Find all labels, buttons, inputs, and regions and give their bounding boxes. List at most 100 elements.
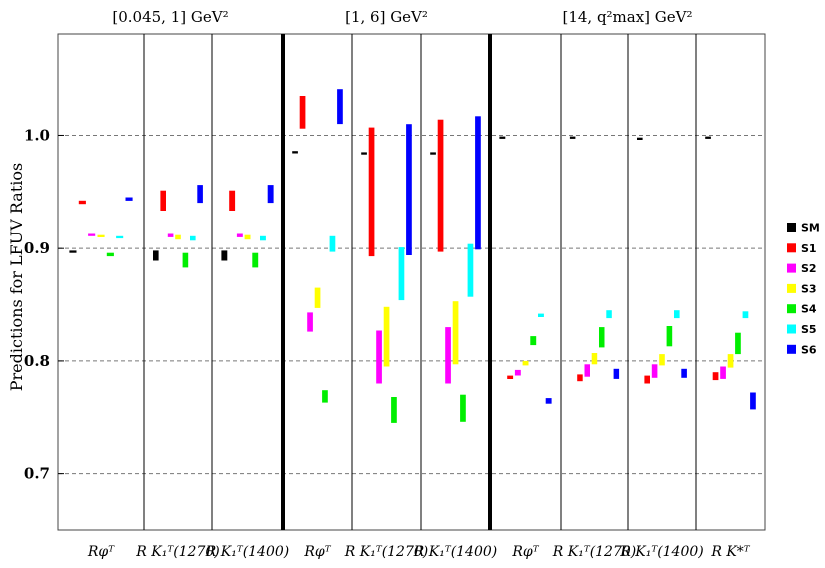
bar-s3 [97, 234, 105, 237]
bar-s5 [606, 310, 612, 319]
bar-s3 [383, 306, 390, 367]
bar-s3 [314, 287, 321, 308]
bar-s5 [116, 235, 124, 239]
y-tick-label: 0.9 [24, 239, 50, 257]
bar-sm [153, 250, 159, 261]
legend-swatch-s3 [787, 283, 796, 293]
bar-s6 [750, 392, 756, 410]
legend-label: S5 [801, 323, 817, 336]
bar-s1 [78, 200, 86, 205]
region-title: [1, 6] GeV² [345, 8, 428, 26]
bar-s5 [190, 235, 196, 241]
y-axis-label: Predictions for LFUV Ratios [7, 163, 26, 391]
bar-s5 [329, 235, 336, 252]
bar-sm [292, 151, 298, 154]
bar-sm [637, 137, 643, 140]
bar-s6 [681, 368, 687, 378]
bar-s4 [322, 390, 328, 403]
bar-s2 [445, 327, 451, 384]
y-tick-label: 0.7 [24, 465, 50, 483]
bar-s2 [376, 330, 382, 384]
legend-label: S4 [801, 303, 817, 316]
bar-s2 [651, 364, 658, 378]
column-label: R K₁ᵀ(1270) [344, 544, 429, 560]
bar-s1 [644, 375, 650, 384]
bar-s1 [229, 190, 236, 211]
bar-s3 [727, 354, 734, 368]
bar-sm [361, 152, 367, 155]
column-label: Rφᵀ [87, 544, 115, 560]
bar-s5 [538, 313, 544, 317]
legend-swatch-s2 [787, 263, 796, 273]
bar-s4 [182, 252, 189, 268]
y-axis: 0.7 0.8 0.9 1.0 [24, 126, 64, 483]
column-label: R K₁ᵀ(1400) [205, 544, 290, 560]
legend-swatch-s4 [787, 304, 796, 314]
bar-s1 [299, 96, 306, 129]
bar-s1 [437, 119, 444, 252]
legend-label: S3 [801, 282, 817, 295]
column-label: R K₁ᵀ(1270) [552, 544, 637, 560]
bar-s1 [160, 190, 166, 211]
bar-s4 [666, 326, 673, 347]
column-separators [143, 34, 697, 530]
bar-s4 [735, 332, 741, 355]
legend-label: SM [801, 222, 820, 235]
bar-s2 [514, 369, 521, 376]
legend-swatch-s1 [787, 243, 796, 253]
bar-s4 [530, 336, 537, 346]
y-tick-label: 0.8 [24, 352, 50, 370]
bar-s4 [106, 252, 114, 257]
region-titles: [0.045, 1] GeV² [1, 6] GeV² [14, q²max] Ge… [112, 8, 692, 26]
column-label: R K*ᵀ [710, 544, 750, 560]
bar-s3 [659, 354, 665, 366]
bar-s4 [252, 252, 259, 268]
bar-s3 [175, 234, 181, 240]
bar-s2 [307, 312, 313, 332]
bar-s6 [337, 89, 343, 125]
legend-label: S1 [801, 242, 817, 255]
legend-swatch-s6 [787, 344, 796, 354]
bar-s5 [398, 247, 405, 301]
bar-s6 [125, 197, 133, 201]
bar-s6 [545, 398, 552, 404]
plot-border [57, 33, 766, 531]
bar-s3 [244, 234, 251, 240]
bar-sm [430, 152, 436, 155]
bar-s5 [674, 310, 680, 319]
bar-s3 [522, 360, 529, 366]
bar-s1 [507, 375, 514, 379]
prediction-bars [69, 89, 756, 423]
legend-swatch-sm [787, 223, 796, 232]
bar-s2 [584, 364, 590, 377]
bar-s4 [391, 397, 397, 423]
bar-s1 [712, 372, 719, 381]
bar-s6 [613, 368, 620, 379]
column-label: R K₁ᵀ(1270) [135, 544, 220, 560]
bar-s2 [236, 233, 243, 237]
legend: SM S1 S2 S3 S4 S5 S6 [787, 222, 820, 356]
legend-swatch-s5 [787, 324, 796, 334]
column-label: Rφᵀ [303, 544, 331, 560]
region-title: [14, q²max] GeV² [562, 8, 692, 26]
region-title: [0.045, 1] GeV² [112, 8, 228, 26]
bar-s6 [267, 185, 274, 204]
legend-label: S2 [801, 262, 817, 275]
bar-s6 [475, 116, 481, 250]
plot-frame [57, 33, 766, 531]
bar-s6 [406, 124, 412, 255]
bar-s4 [599, 327, 605, 348]
column-labels: Rφᵀ R K₁ᵀ(1270)R K₁ᵀ(1400) Rφᵀ R K₁ᵀ(1270)R… [87, 544, 751, 560]
bar-s1 [577, 374, 583, 382]
bar-s5 [742, 311, 749, 319]
bar-sm [499, 136, 506, 139]
column-label: Rφᵀ [511, 544, 539, 560]
bar-s4 [460, 394, 466, 422]
bar-s6 [197, 185, 203, 204]
bar-s2 [720, 366, 726, 379]
bar-s5 [260, 235, 266, 241]
bar-s1 [368, 127, 375, 257]
bar-s2 [88, 233, 96, 236]
bar-sm [69, 250, 77, 253]
